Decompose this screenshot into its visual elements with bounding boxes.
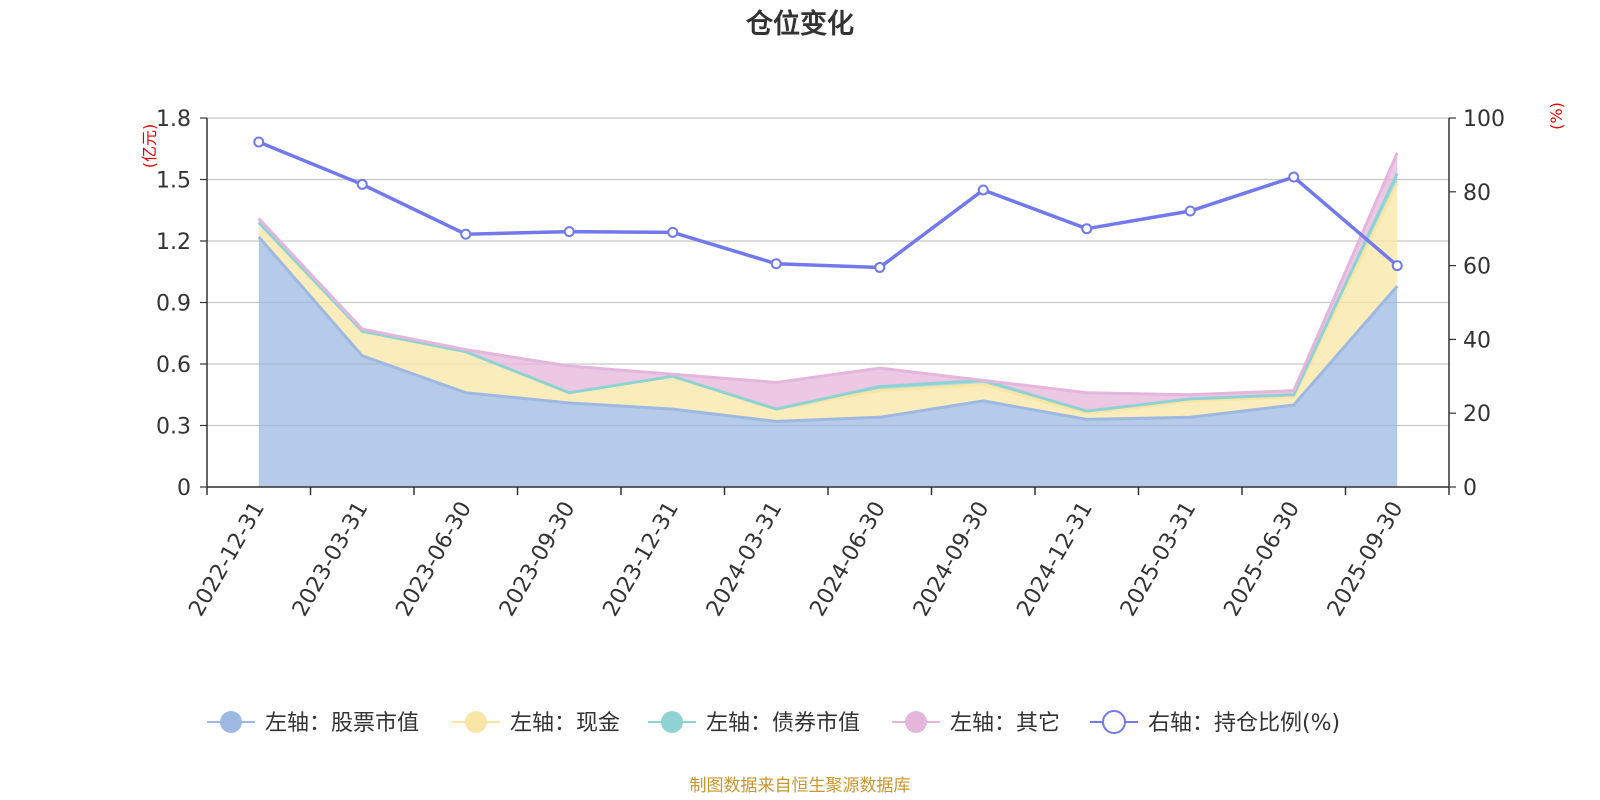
x-tick-label: 2023-09-30 — [495, 498, 581, 621]
x-tick-label: 2023-06-30 — [391, 498, 477, 621]
right-axis-unit: (%) — [1547, 102, 1566, 130]
right-tick-label: 60 — [1463, 255, 1491, 280]
area-edge-4 — [257, 152, 1399, 397]
left-tick-label: 1.2 — [156, 230, 191, 255]
ratio-point — [1391, 260, 1403, 272]
x-tick-label: 2024-03-31 — [702, 498, 788, 621]
area-1 — [258, 236, 1398, 487]
x-tick-label: 2024-12-31 — [1012, 498, 1098, 621]
left-axis-unit: (亿元) — [140, 124, 159, 169]
ratio-point — [667, 226, 679, 238]
x-tick-label: 2023-03-31 — [288, 498, 374, 621]
right-tick-label: 0 — [1463, 476, 1477, 501]
legend-marker — [1102, 710, 1126, 734]
right-tick-label: 20 — [1463, 402, 1491, 427]
ratio-point — [770, 258, 782, 270]
ratio-point — [563, 226, 575, 238]
legend-label: 左轴：股票市值 — [265, 711, 419, 736]
right-tick-label: 40 — [1463, 328, 1491, 353]
ratio-point — [874, 261, 886, 273]
ratio-point — [1184, 205, 1196, 217]
x-tick-label: 2025-03-31 — [1116, 498, 1202, 621]
source-footer: 制图数据来自恒生聚源数据库 — [690, 776, 911, 796]
right-tick-label: 100 — [1463, 107, 1505, 132]
left-tick-label: 1.5 — [156, 169, 191, 194]
legend-marker — [220, 711, 242, 733]
legend-label: 右轴：持仓比例(%) — [1148, 711, 1340, 736]
x-tick-label: 2025-09-30 — [1323, 498, 1409, 621]
x-tick-label: 2024-09-30 — [909, 498, 995, 621]
left-tick-label: 0 — [177, 476, 191, 501]
left-tick-label: 0.9 — [156, 292, 191, 317]
ratio-polyline — [258, 140, 1399, 270]
holding-ratio-line — [253, 136, 1403, 273]
right-tick-label: 80 — [1463, 181, 1491, 206]
x-tick-label: 2024-06-30 — [805, 498, 891, 621]
x-tick-label: 2022-12-31 — [184, 498, 270, 621]
ratio-point — [1081, 223, 1093, 235]
legend-label: 左轴：债券市值 — [706, 711, 860, 736]
legend[interactable]: 左轴：股票市值 左轴：现金 左轴：债券市值 左轴：其它 右轴：持仓比例(%) — [207, 710, 1340, 736]
x-tick-label: 2023-12-31 — [598, 498, 684, 621]
ratio-point — [460, 228, 472, 240]
area-edge-1 — [257, 235, 1399, 423]
ratio-point — [1288, 171, 1300, 183]
left-tick-label: 0.3 — [156, 415, 191, 440]
chart-title: 仓位变化 — [745, 8, 854, 40]
ratio-point — [356, 178, 368, 190]
legend-label: 左轴：其它 — [950, 711, 1060, 736]
ratio-point — [253, 136, 265, 148]
x-tick-label: 2025-06-30 — [1219, 498, 1305, 621]
legend-marker — [661, 711, 683, 733]
legend-label: 左轴：现金 — [510, 711, 620, 736]
legend-marker — [465, 711, 487, 733]
left-tick-label: 1.8 — [156, 107, 191, 132]
area-edge-3 — [257, 172, 1399, 413]
ratio-point — [977, 184, 989, 196]
stacked-areas — [257, 152, 1399, 487]
left-tick-label: 0.6 — [156, 353, 191, 378]
legend-marker — [905, 711, 927, 733]
